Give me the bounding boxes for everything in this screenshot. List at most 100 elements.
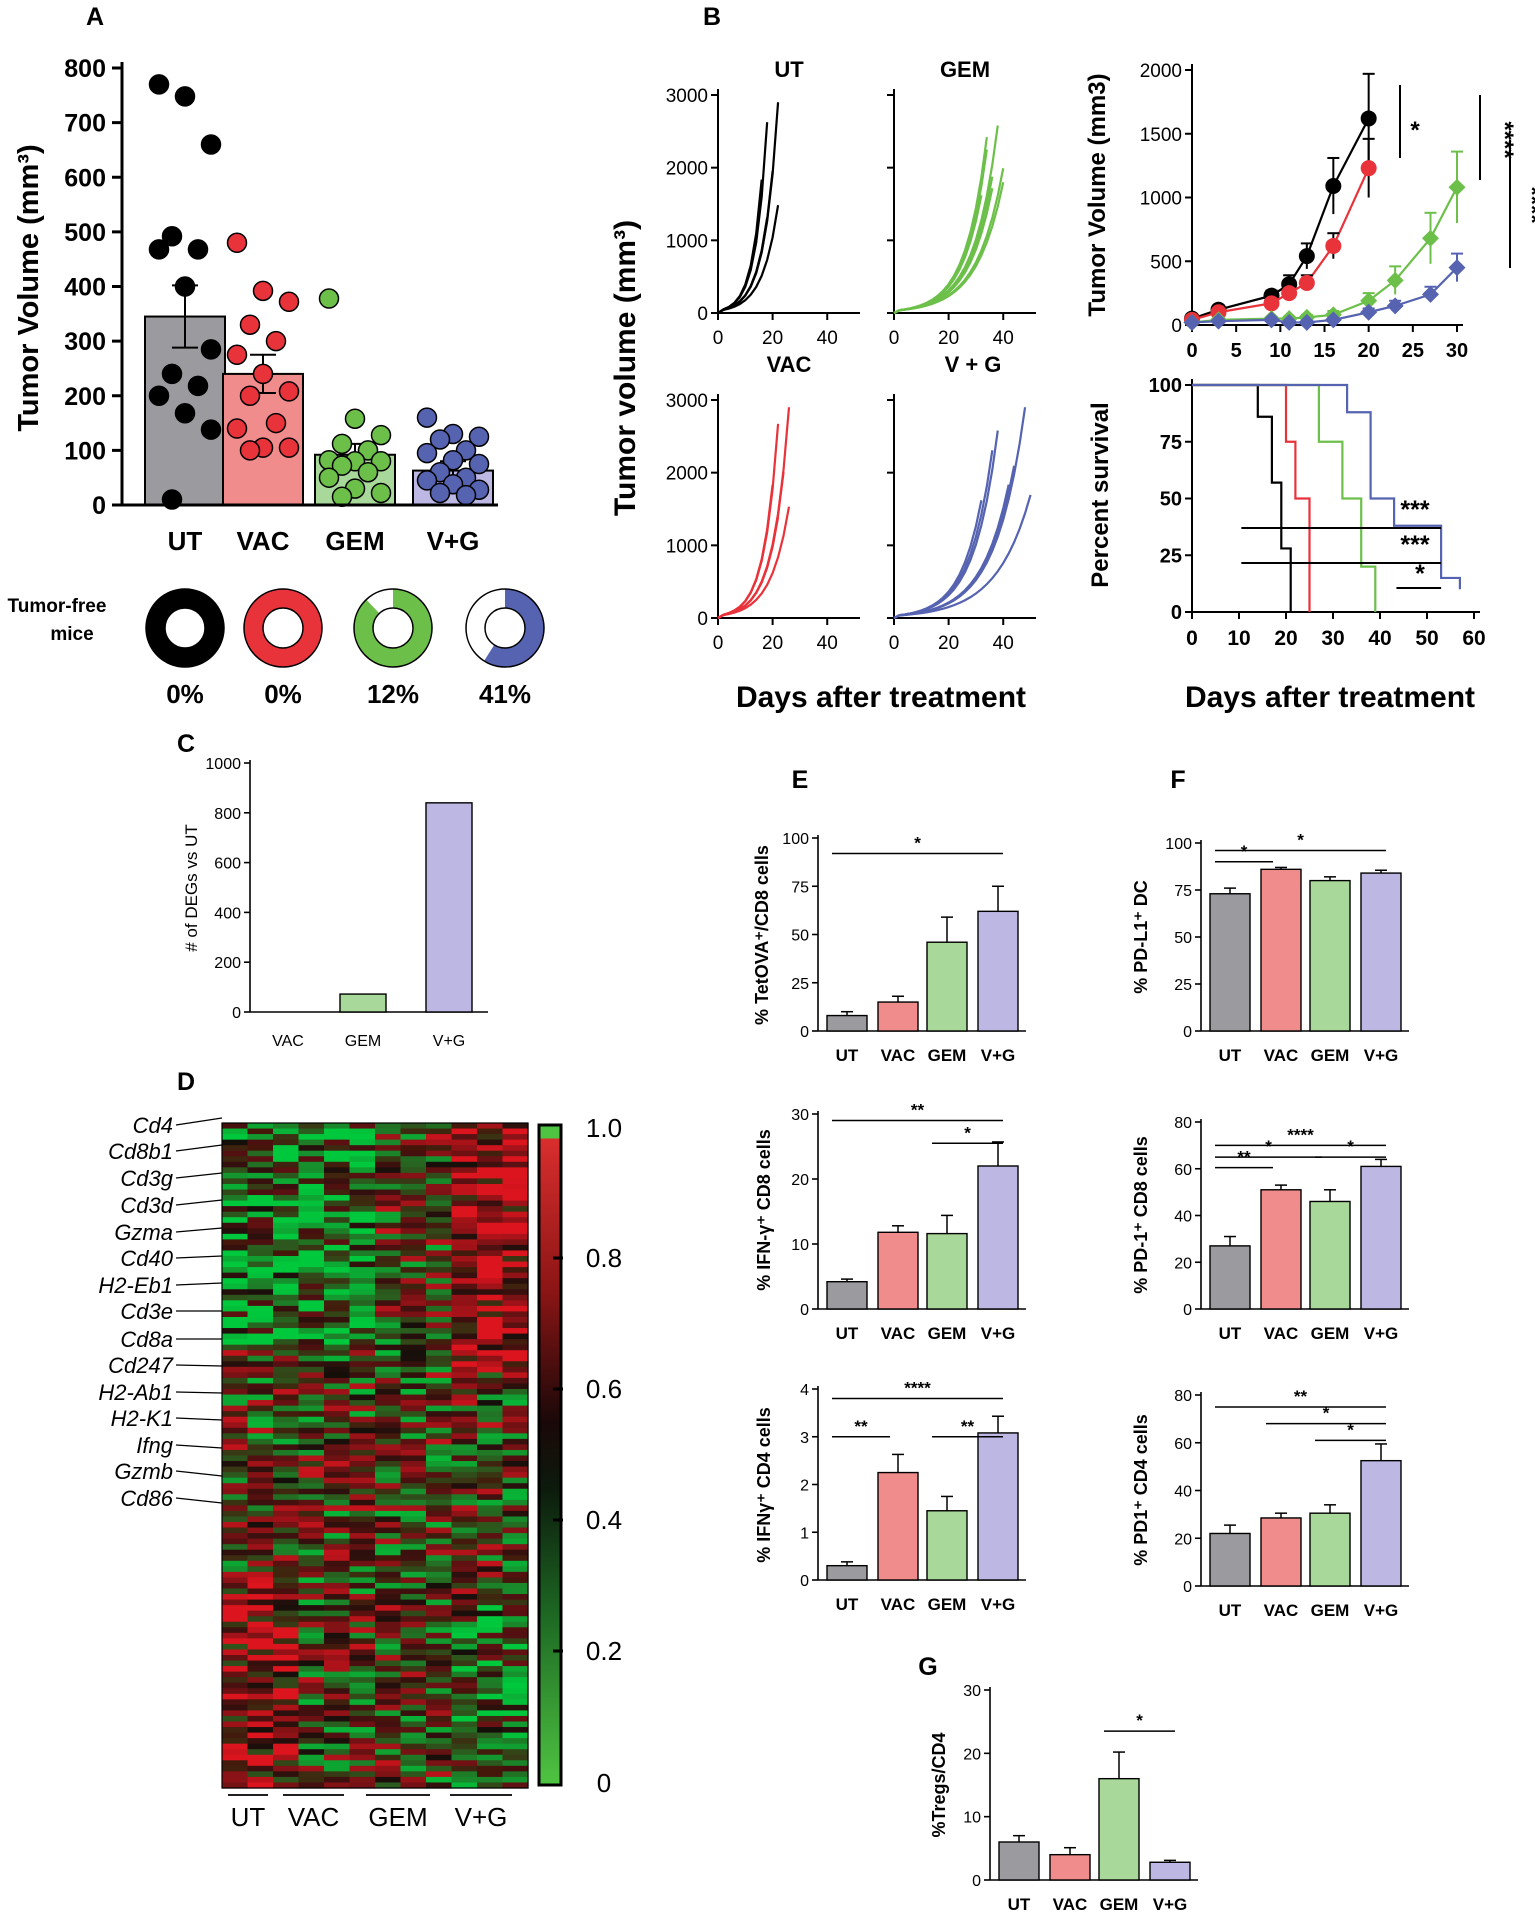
heatmap-cell [375,1411,402,1418]
heatmap-cell [451,1250,478,1257]
heatmap-cell [273,1355,300,1362]
heatmap-cell [273,1522,300,1529]
heatmap-cell [349,1782,376,1789]
heatmap-cell [426,1278,453,1285]
heatmap-cell [324,1599,351,1606]
heatmap-cell [273,1721,300,1728]
heatmap-cell [451,1161,478,1168]
heatmap-cell [324,1638,351,1645]
heatmap-cell [222,1244,249,1252]
heatmap-cell [247,1377,274,1385]
heatmap-cell [222,1183,249,1191]
heatmap-cell [426,1655,453,1662]
donut-inner-1 [262,607,304,649]
heatmap-cell [375,1294,402,1301]
heatmap-cell [247,1688,274,1695]
heatmap-cell [324,1416,351,1423]
heatmap-cell [375,1693,402,1700]
heatmap-cell [426,1560,453,1567]
heatmap-cell [426,1372,453,1379]
heatmap-cell [375,1261,402,1268]
ytick-label-G-30: 30 [963,1683,981,1700]
heatmap-cell [477,1461,504,1468]
heatmap-cell [273,1427,300,1434]
heatmap-cell [502,1449,529,1457]
heatmap-cell [324,1300,351,1307]
heatmap-cell [400,1422,427,1429]
heatmap-cell [273,1172,300,1180]
heatmap-cell [273,1588,300,1595]
xtick-F2-UT: UT [1219,1324,1242,1343]
heatmap-cell [324,1494,351,1501]
scale-label-4: 0.2 [586,1636,622,1666]
heatmap-cell [375,1544,402,1551]
heatmap-cell [477,1472,504,1479]
heatmap-cell [400,1416,427,1423]
heatmap-cell [349,1588,376,1595]
heatmap-cell [451,1405,478,1412]
heatmap-cell [451,1594,478,1601]
heatmap-cell [502,1217,529,1224]
heatmap-cell [502,1156,529,1163]
heatmap-cell [324,1361,351,1368]
heatmap-cell [426,1510,453,1518]
heatmap-cell [477,1782,504,1789]
heatmap-cell [375,1749,402,1756]
heatmap-cell [477,1355,504,1362]
heatmap-cell [298,1571,325,1579]
heatmap-cell [222,1189,249,1196]
sig-F3-1: * [1323,1404,1330,1423]
heatmap-cell [349,1211,376,1218]
heatmap-cell [349,1577,376,1584]
heatmap-cell [349,1206,376,1213]
bsmall-ytick-label-2: 1000 [666,536,708,557]
heatmap-cell [477,1366,504,1373]
heatmap-cell [349,1444,376,1451]
heatmap-cell [324,1643,351,1651]
heatmap-cell [324,1316,351,1324]
heatmap-cell [426,1776,453,1784]
ylabel-F1: % PD-L1⁺ DC [1131,880,1151,994]
scale-label-1: 0.8 [586,1243,622,1273]
growth-point-VAC [1325,237,1342,254]
heatmap-cell [426,1267,453,1274]
heatmap-cell [349,1239,376,1246]
heatmap-cell [298,1671,325,1678]
ytick-label-F2-80: 80 [1174,1115,1192,1132]
point-A-GEM [318,288,340,309]
heatmap-cell [451,1300,478,1307]
ytick-label-G-10: 10 [963,1810,981,1827]
heatmap-cell [426,1256,453,1263]
heatmap-cell [477,1322,504,1329]
heatmap-cell [451,1516,478,1523]
heatmap-cell [247,1294,274,1301]
heatmap-cell [273,1527,300,1534]
heatmap-cell [273,1339,300,1346]
heatmap-cell [451,1499,478,1506]
xtick-E1-VAC: VAC [881,1046,916,1065]
heatmap-cell [375,1400,402,1407]
heatmap-cell [426,1771,453,1778]
heatmap-cell [222,1499,249,1506]
point-A-GEM [331,455,353,476]
bar-E1-VAC [877,1001,919,1032]
heatmap-cell [222,1472,249,1479]
heatmap-cell [349,1250,376,1257]
heatmap-cell [324,1433,351,1440]
heatmap-cell [349,1510,376,1518]
heatmap-cell [324,1233,351,1240]
heatmap-cell [247,1172,274,1180]
heatmap-cell [477,1195,504,1202]
heatmap-cell [400,1350,427,1357]
heatmap-cell [273,1655,300,1662]
heatmap-cell [298,1749,325,1756]
heatmap-cell [502,1715,529,1723]
heatmap-cell [400,1377,427,1385]
heatmap-cell [451,1699,478,1706]
heatmap-cell [222,1427,249,1434]
heatmap-cell [247,1749,274,1756]
heatmap-cell [375,1510,402,1518]
heatmap-cell [502,1643,529,1651]
heatmap-cell [375,1405,402,1412]
heatmap-cell [375,1704,402,1712]
